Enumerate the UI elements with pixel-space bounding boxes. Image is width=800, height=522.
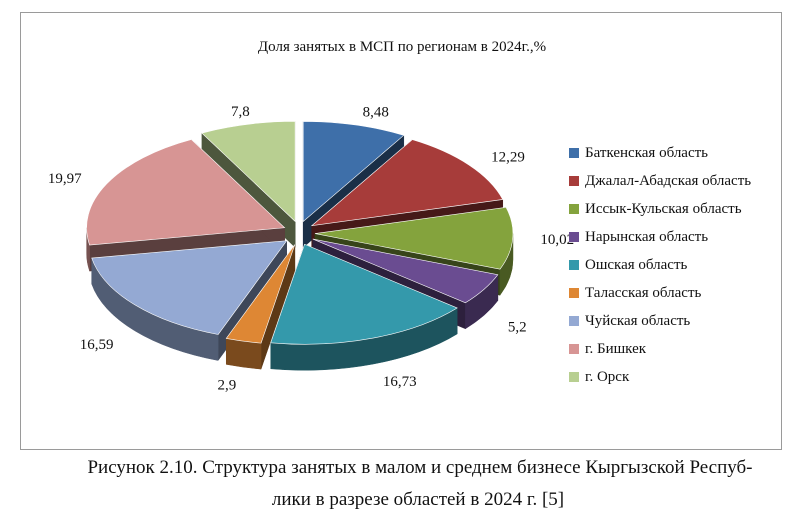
- chart-frame: Доля занятых в МСП по регионам в 2024г.,…: [20, 12, 782, 450]
- chart-title: Доля занятых в МСП по регионам в 2024г.,…: [257, 39, 547, 55]
- legend-item: Иссык-Кульская область: [569, 195, 779, 223]
- pie-data-label: 10,02: [540, 232, 574, 248]
- pie-data-label: 16,73: [383, 374, 417, 390]
- legend-swatch: [569, 260, 579, 270]
- legend-swatch: [569, 148, 579, 158]
- legend-swatch: [569, 204, 579, 214]
- pie-slice-outer-wall: [225, 338, 262, 370]
- legend-item: Таласская область: [569, 279, 779, 307]
- chart-legend: Баткенская область Джалал-Абадская област…: [569, 139, 779, 391]
- pie-data-label: 8,48: [363, 104, 389, 120]
- pie-data-label: 19,97: [48, 171, 82, 187]
- pie-slice: [312, 238, 499, 304]
- legend-label: Ошская область: [585, 256, 688, 273]
- pie-slice: [270, 243, 458, 345]
- legend-swatch: [569, 176, 579, 186]
- pie-data-label: 12,29: [491, 150, 525, 166]
- legend-label: Таласская область: [585, 284, 702, 301]
- legend-label: Иссык-Кульская область: [585, 200, 742, 217]
- legend-item: Чуйская область: [569, 307, 779, 335]
- pie-chart: 8,48 12,29 10,02 5,2 16,73 2,9 16,59 19,97 7,8: [48, 104, 574, 394]
- legend-item: Ошская область: [569, 251, 779, 279]
- legend-item: Нарынская область: [569, 223, 779, 251]
- pie-slice: [310, 139, 504, 227]
- legend-label: Нарынская область: [585, 228, 709, 245]
- legend-swatch: [569, 288, 579, 298]
- pie-data-label: 5,2: [508, 319, 527, 335]
- legend-item: Джалал-Абадская область: [569, 167, 779, 195]
- pie-slice: [86, 139, 286, 246]
- pie-slice: [314, 207, 514, 270]
- legend-swatch: [569, 372, 579, 382]
- pie-data-label: 7,8: [231, 104, 250, 120]
- legend-swatch: [569, 232, 579, 242]
- legend-swatch: [569, 344, 579, 354]
- pie-slice-tops: [86, 121, 514, 345]
- legend-label: г. Орск: [585, 368, 630, 385]
- pie-data-label: 16,59: [80, 337, 114, 353]
- figure-caption-line-2: лики в разрезе областей в 2024 г. [5]: [271, 489, 565, 510]
- pie-slice: [91, 240, 288, 335]
- legend-label: Чуйская область: [585, 312, 691, 329]
- legend-item: г. Бишкек: [569, 335, 779, 363]
- legend-item: Баткенская область: [569, 139, 779, 167]
- pie-slice: [201, 121, 296, 223]
- pie-slice: [225, 244, 296, 344]
- legend-item: г. Орск: [569, 363, 779, 391]
- legend-label: Баткенская область: [585, 144, 709, 161]
- figure-caption-line-1: Рисунок 2.10. Структура занятых в малом …: [87, 457, 753, 478]
- legend-label: Джалал-Абадская область: [585, 172, 752, 189]
- legend-swatch: [569, 316, 579, 326]
- pie-slice: [302, 121, 405, 223]
- pie-data-label: 2,9: [217, 378, 236, 394]
- legend-label: г. Бишкек: [585, 340, 647, 357]
